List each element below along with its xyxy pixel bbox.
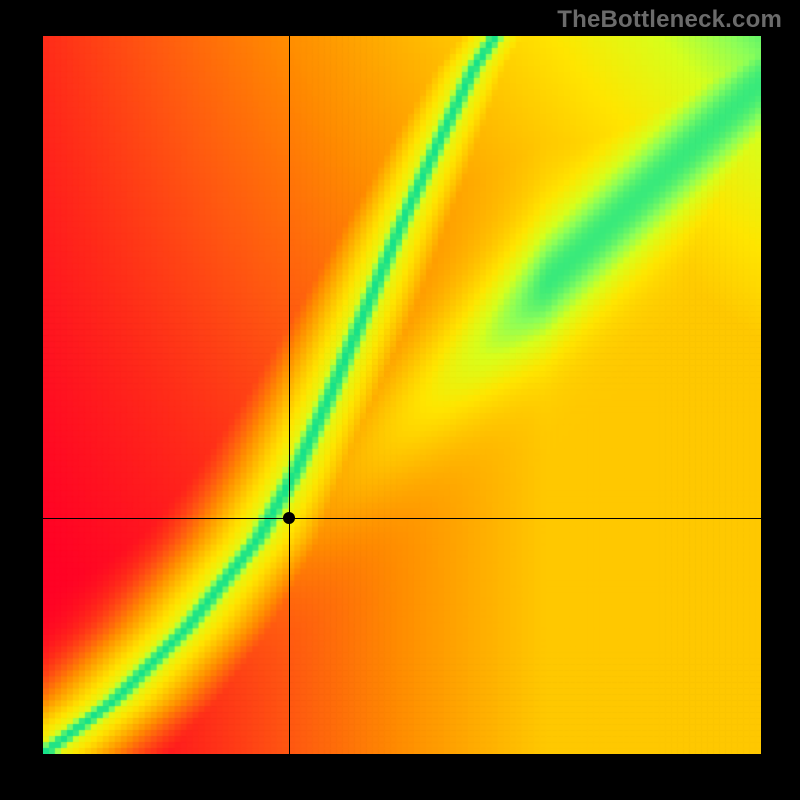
marker-dot xyxy=(283,512,295,524)
heatmap-canvas xyxy=(43,36,761,754)
crosshair-horizontal xyxy=(43,518,761,519)
watermark-text: TheBottleneck.com xyxy=(557,6,782,34)
chart-container: { "type": "heatmap", "watermark": "TheBo… xyxy=(0,0,800,800)
crosshair-vertical xyxy=(289,36,290,754)
heatmap-plot xyxy=(43,36,761,754)
